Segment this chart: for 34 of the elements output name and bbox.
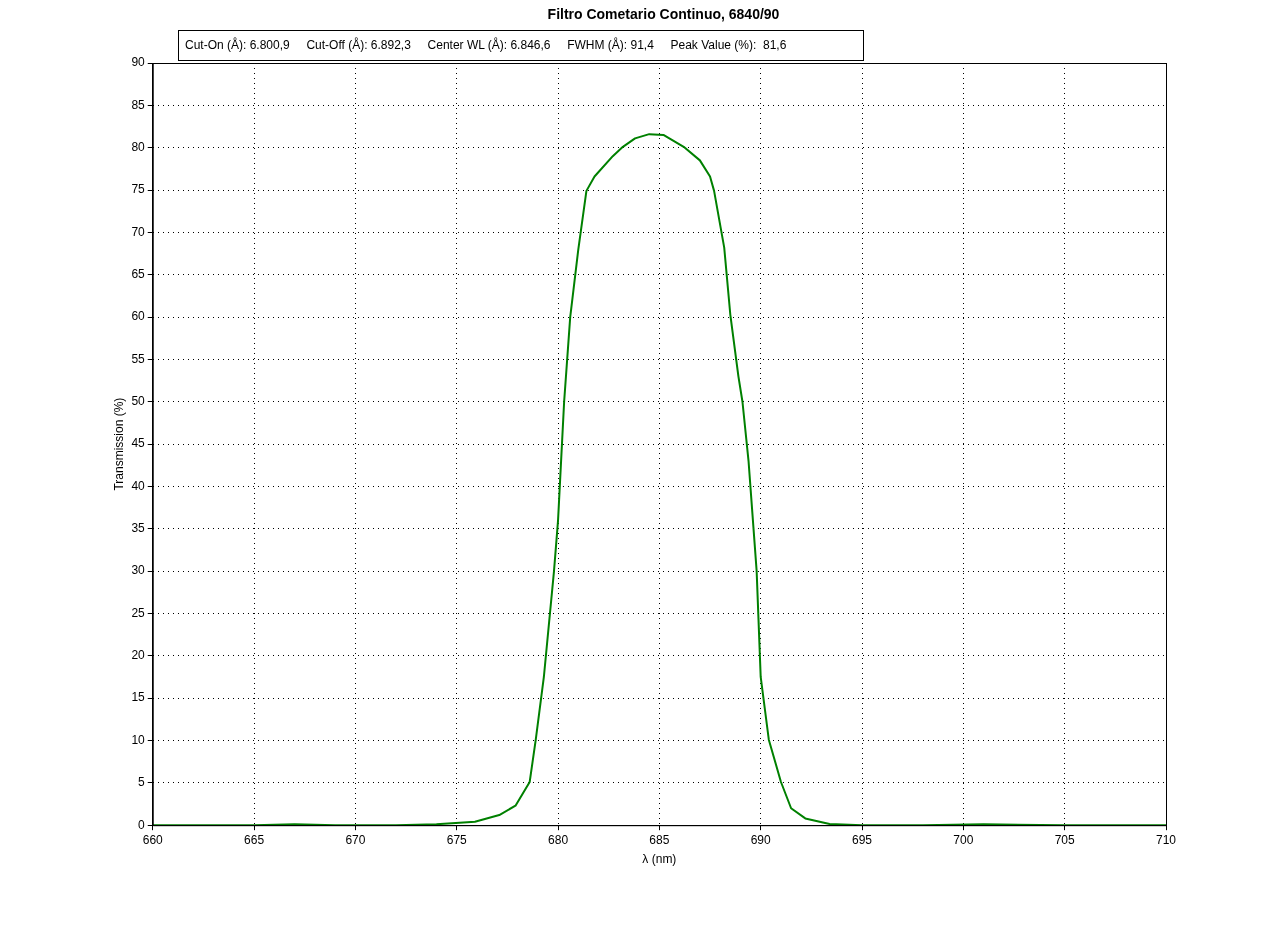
y-tick-label: 10: [131, 732, 146, 747]
y-tick-label: 30: [131, 563, 146, 578]
y-tick-label: 15: [131, 690, 146, 705]
x-tick-label: 675: [446, 832, 468, 847]
y-tick-label: 50: [131, 394, 146, 409]
x-tick-label: 700: [953, 832, 974, 847]
x-tick-label: 690: [750, 832, 772, 847]
x-tick-label: 665: [244, 832, 265, 847]
y-tick-label: 80: [131, 140, 146, 154]
y-tick-label: 60: [131, 309, 146, 324]
x-tick-label: 695: [852, 832, 873, 847]
y-tick-label: 35: [131, 521, 146, 536]
x-tick-label: 705: [1054, 832, 1076, 847]
x-tick-label: 685: [649, 832, 670, 847]
y-tick-label: 75: [131, 182, 146, 197]
x-tick-label: 710: [1155, 832, 1177, 847]
y-tick-label: 25: [131, 605, 146, 620]
x-tick-label: 670: [345, 832, 366, 847]
y-tick-label: 90: [131, 55, 146, 70]
text: Cut-On (Å): 6.800,9 Cut-Off (Å): 6.892,3 Center WL (Å): 6.846,6 FWHM (Å): 91,4 Peak Value (%): 81,6: [185, 36, 788, 54]
chart-title: Filtro Cometario Continuo, 6840/90: [546, 6, 781, 22]
y-tick-label: 55: [131, 351, 146, 366]
y-axis-title: Transmission (%): [111, 397, 126, 491]
x-tick-label: 680: [548, 832, 569, 847]
x-tick-label: 660: [142, 832, 164, 847]
y-tick-label: 65: [131, 267, 146, 282]
y-tick-label: 0: [138, 817, 146, 832]
y-tick-label: 70: [131, 224, 146, 239]
x-axis-title: λ (nm): [642, 852, 677, 867]
y-tick-label: 45: [131, 436, 146, 451]
y-tick-label: 40: [131, 478, 146, 493]
y-tick-label: 20: [131, 648, 146, 663]
y-tick-label: 85: [131, 97, 146, 112]
y-tick-label: 5: [138, 775, 146, 790]
